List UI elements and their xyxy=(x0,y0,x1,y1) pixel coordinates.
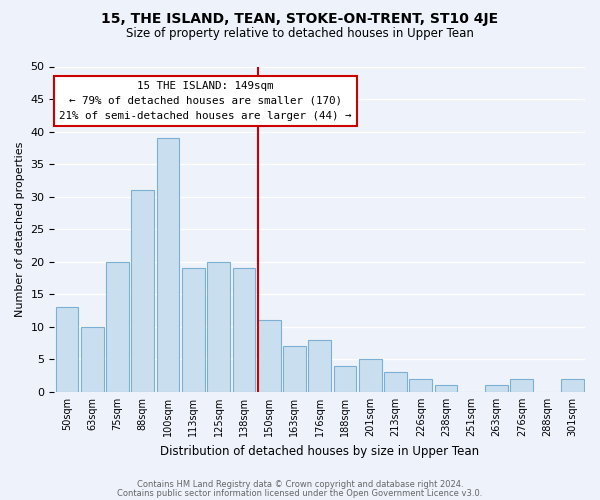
Bar xyxy=(308,340,331,392)
Text: Contains HM Land Registry data © Crown copyright and database right 2024.: Contains HM Land Registry data © Crown c… xyxy=(137,480,463,489)
Y-axis label: Number of detached properties: Number of detached properties xyxy=(15,142,25,317)
Bar xyxy=(359,360,382,392)
Bar xyxy=(81,327,104,392)
Text: 15 THE ISLAND: 149sqm
← 79% of detached houses are smaller (170)
21% of semi-det: 15 THE ISLAND: 149sqm ← 79% of detached … xyxy=(59,81,352,120)
Text: Size of property relative to detached houses in Upper Tean: Size of property relative to detached ho… xyxy=(126,28,474,40)
Bar xyxy=(233,268,255,392)
Bar xyxy=(511,379,533,392)
Bar xyxy=(157,138,179,392)
Bar xyxy=(182,268,205,392)
Bar xyxy=(434,386,457,392)
Bar xyxy=(106,262,129,392)
Text: 15, THE ISLAND, TEAN, STOKE-ON-TRENT, ST10 4JE: 15, THE ISLAND, TEAN, STOKE-ON-TRENT, ST… xyxy=(101,12,499,26)
Bar xyxy=(131,190,154,392)
Bar xyxy=(384,372,407,392)
X-axis label: Distribution of detached houses by size in Upper Tean: Distribution of detached houses by size … xyxy=(160,444,479,458)
Bar xyxy=(561,379,584,392)
Bar xyxy=(485,386,508,392)
Text: Contains public sector information licensed under the Open Government Licence v3: Contains public sector information licen… xyxy=(118,489,482,498)
Bar xyxy=(409,379,432,392)
Bar xyxy=(334,366,356,392)
Bar xyxy=(56,308,79,392)
Bar xyxy=(258,320,281,392)
Bar xyxy=(207,262,230,392)
Bar xyxy=(283,346,306,392)
